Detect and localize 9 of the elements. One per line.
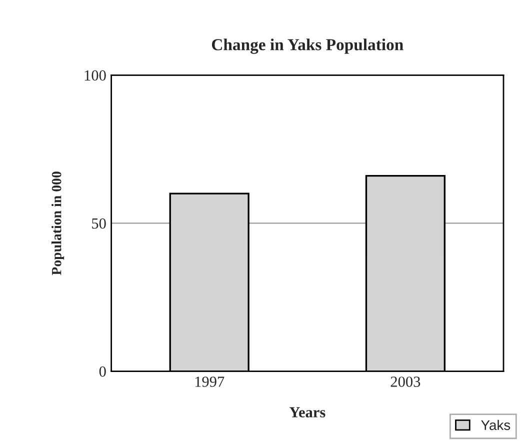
y-tick-label: 0 [99,366,106,377]
y-tick-label: 50 [92,218,106,229]
y-tick-label: 100 [84,70,106,81]
x-axis-title: Years [289,407,326,418]
legend-label: Yaks [481,420,510,430]
y-axis-title: Population in 000 [51,172,64,276]
x-tick-label: 2003 [390,376,420,387]
chart-title: Change in Yaks Population [212,38,404,54]
x-tick-label: 1997 [195,376,224,387]
